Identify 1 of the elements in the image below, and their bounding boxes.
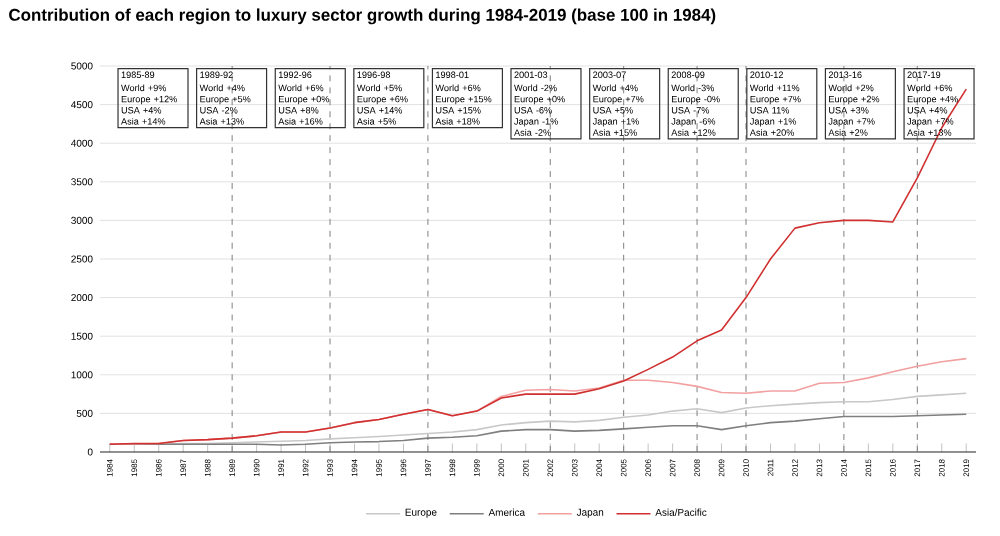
chart-title: Contribution of each region to luxury sector growth during 1984-2019 (base 100 in 1984) (9, 8, 716, 25)
